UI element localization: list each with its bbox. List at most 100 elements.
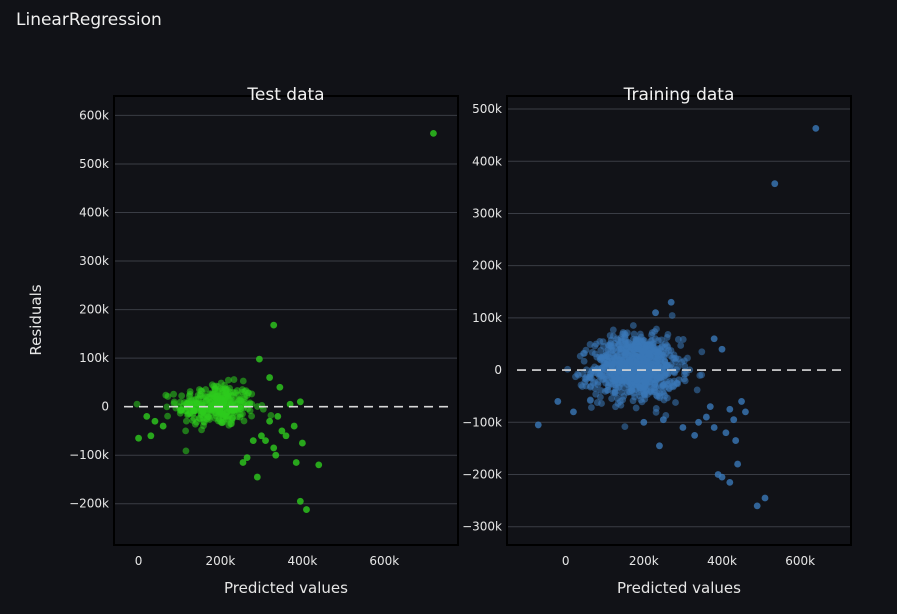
training-point bbox=[714, 471, 722, 478]
training-point bbox=[680, 357, 688, 365]
training-point bbox=[663, 334, 671, 341]
training-point bbox=[644, 363, 652, 371]
training-point bbox=[554, 398, 562, 405]
test-point bbox=[258, 432, 265, 440]
training-point bbox=[592, 390, 600, 398]
training-point bbox=[753, 502, 761, 510]
y-axis-label: Residuals bbox=[27, 284, 45, 355]
test-point bbox=[212, 382, 220, 390]
training-point bbox=[586, 383, 594, 391]
training-point bbox=[661, 371, 669, 379]
training-point bbox=[635, 382, 643, 390]
training-point bbox=[643, 357, 651, 365]
test-point bbox=[163, 403, 171, 411]
test-point bbox=[177, 406, 185, 414]
training-point bbox=[718, 345, 726, 353]
test-point bbox=[228, 414, 236, 422]
training-point bbox=[645, 349, 653, 357]
training-y-ticks: −300k −200k −100k 0 100k 200k 300k 400k 500k bbox=[462, 102, 502, 534]
test-point bbox=[147, 432, 155, 440]
training-point bbox=[667, 298, 675, 306]
training-point bbox=[654, 348, 662, 356]
training-point bbox=[587, 404, 595, 411]
test-point bbox=[267, 412, 275, 419]
test-y-tick-label: 300k bbox=[79, 254, 109, 268]
test-point bbox=[296, 497, 304, 505]
training-point bbox=[681, 362, 689, 370]
test-y-tick-label: −200k bbox=[69, 497, 109, 511]
training-point bbox=[653, 325, 660, 333]
training-x-tick-label: 200k bbox=[629, 554, 659, 568]
training-point bbox=[620, 376, 628, 384]
training-point bbox=[612, 403, 619, 411]
training-point bbox=[629, 322, 637, 329]
training-point bbox=[626, 358, 634, 365]
training-point bbox=[668, 383, 675, 390]
training-point bbox=[597, 387, 605, 394]
training-point bbox=[580, 357, 588, 365]
training-point bbox=[651, 379, 659, 386]
training-x-label: Predicted values bbox=[617, 579, 741, 597]
test-point bbox=[178, 392, 186, 400]
test-y-tick-label: 500k bbox=[79, 157, 109, 171]
test-title: Test data bbox=[246, 85, 324, 105]
training-point bbox=[693, 386, 701, 394]
training-point bbox=[691, 431, 699, 439]
training-point bbox=[593, 353, 601, 361]
training-point bbox=[667, 361, 675, 368]
test-point bbox=[254, 403, 261, 410]
test-point bbox=[222, 412, 230, 420]
test-point bbox=[164, 412, 171, 420]
training-point bbox=[706, 403, 714, 411]
training-point bbox=[628, 374, 636, 382]
test-point bbox=[143, 412, 151, 420]
training-y-tick-label: 100k bbox=[472, 311, 502, 325]
test-point bbox=[198, 426, 205, 434]
training-point bbox=[648, 337, 656, 344]
training-point bbox=[652, 309, 659, 317]
training-point bbox=[658, 343, 666, 351]
test-y-tick-label: 600k bbox=[79, 108, 109, 122]
test-point bbox=[270, 321, 278, 329]
training-point bbox=[608, 395, 616, 403]
test-point bbox=[210, 390, 217, 398]
training-point bbox=[679, 424, 687, 431]
test-point bbox=[282, 432, 290, 440]
test-point bbox=[200, 409, 207, 416]
training-point bbox=[587, 374, 595, 382]
training-point bbox=[608, 343, 615, 351]
test-point bbox=[430, 129, 437, 137]
test-point bbox=[200, 418, 207, 426]
training-point bbox=[650, 365, 658, 373]
test-point bbox=[303, 506, 310, 513]
test-point bbox=[232, 389, 240, 397]
figure-title: LinearRegression bbox=[16, 10, 162, 30]
training-point bbox=[771, 180, 779, 188]
test-point bbox=[234, 413, 241, 421]
training-point bbox=[674, 380, 682, 388]
training-point bbox=[670, 355, 678, 363]
test-point bbox=[151, 417, 159, 425]
training-point bbox=[738, 398, 745, 405]
training-point bbox=[682, 370, 690, 377]
training-title: Training data bbox=[623, 85, 735, 105]
training-point bbox=[609, 326, 617, 334]
training-points bbox=[534, 124, 820, 510]
training-point bbox=[640, 391, 648, 398]
training-point bbox=[619, 329, 627, 336]
test-point bbox=[248, 412, 255, 420]
training-point bbox=[613, 367, 621, 375]
test-point bbox=[182, 447, 190, 455]
test-x-tick-label: 600k bbox=[369, 554, 399, 568]
training-point bbox=[564, 365, 571, 373]
training-point bbox=[606, 332, 614, 339]
training-point bbox=[710, 335, 718, 343]
test-point bbox=[214, 417, 222, 425]
training-plot-area bbox=[506, 95, 852, 546]
test-point bbox=[193, 400, 201, 408]
training-point bbox=[621, 423, 629, 431]
training-point bbox=[664, 394, 671, 402]
training-point bbox=[732, 437, 740, 444]
training-point bbox=[636, 330, 644, 338]
